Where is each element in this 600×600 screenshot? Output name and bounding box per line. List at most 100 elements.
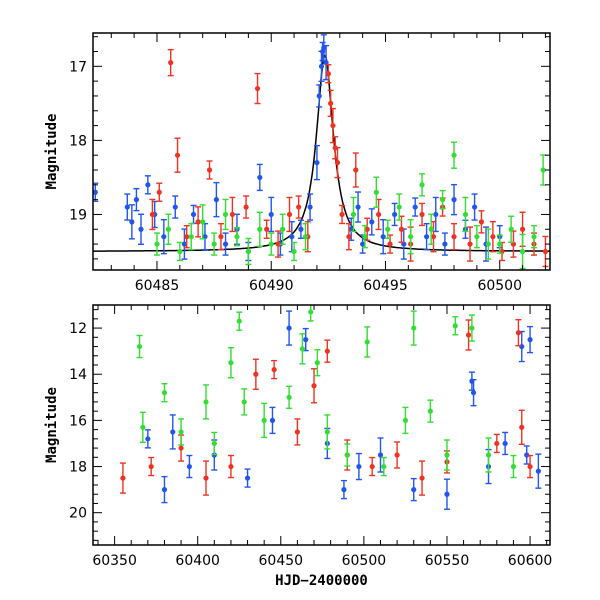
point-marker bbox=[318, 63, 325, 69]
x-tick-label: 60500 bbox=[342, 553, 387, 569]
point-marker bbox=[294, 429, 301, 435]
point-marker bbox=[213, 197, 219, 203]
data-point bbox=[496, 234, 503, 254]
data-point bbox=[199, 204, 206, 240]
point-marker bbox=[244, 475, 251, 481]
point-marker bbox=[467, 241, 473, 247]
point-marker bbox=[200, 219, 206, 225]
data-point bbox=[307, 193, 314, 221]
point-marker bbox=[245, 248, 251, 255]
data-point bbox=[373, 176, 380, 208]
data-point bbox=[201, 222, 208, 251]
data-point bbox=[211, 431, 218, 456]
data-point bbox=[485, 228, 492, 260]
data-point bbox=[443, 478, 450, 510]
point-marker bbox=[451, 152, 457, 158]
data-point bbox=[428, 213, 435, 245]
plot-area bbox=[119, 305, 542, 510]
point-marker bbox=[174, 152, 181, 158]
point-marker bbox=[186, 463, 192, 470]
point-marker bbox=[427, 408, 433, 414]
data-point bbox=[361, 224, 368, 249]
data-point bbox=[144, 429, 151, 449]
data-point bbox=[286, 196, 293, 233]
data-point bbox=[364, 326, 371, 358]
point-marker bbox=[402, 417, 409, 423]
point-marker bbox=[202, 234, 208, 240]
point-marker bbox=[203, 475, 209, 481]
point-marker bbox=[271, 367, 277, 373]
data-point bbox=[178, 418, 185, 446]
point-marker bbox=[515, 330, 522, 336]
point-marker bbox=[120, 475, 126, 481]
point-marker bbox=[348, 226, 354, 232]
data-point bbox=[419, 202, 426, 227]
point-marker bbox=[430, 234, 437, 240]
y-tick-label: 16 bbox=[69, 413, 87, 429]
point-marker bbox=[170, 429, 176, 435]
point-marker bbox=[433, 211, 439, 218]
point-marker bbox=[190, 211, 197, 218]
data-point bbox=[217, 222, 224, 251]
point-marker bbox=[222, 211, 229, 218]
data-point bbox=[324, 339, 331, 363]
point-marker bbox=[228, 463, 234, 470]
point-marker bbox=[254, 85, 261, 92]
point-marker bbox=[314, 360, 320, 366]
data-point bbox=[489, 220, 496, 253]
x-axis-label: HJD−2400000 bbox=[275, 573, 368, 589]
point-marker bbox=[494, 440, 500, 447]
data-point bbox=[485, 437, 492, 473]
data-point bbox=[119, 462, 126, 494]
data-point bbox=[344, 443, 351, 467]
point-marker bbox=[261, 417, 267, 423]
y-axis-label: Magnitude bbox=[44, 387, 60, 463]
data-point bbox=[380, 456, 387, 477]
point-marker bbox=[257, 174, 263, 181]
data-point bbox=[527, 325, 534, 354]
data-point bbox=[279, 213, 286, 245]
point-marker bbox=[136, 343, 143, 350]
point-marker bbox=[211, 440, 217, 447]
point-marker bbox=[369, 463, 375, 470]
data-point bbox=[167, 48, 174, 77]
point-marker bbox=[268, 211, 274, 218]
data-point bbox=[311, 368, 318, 404]
data-point bbox=[243, 195, 250, 219]
data-point bbox=[144, 175, 151, 195]
data-point bbox=[493, 433, 500, 454]
point-marker bbox=[264, 226, 270, 232]
data-point bbox=[183, 224, 190, 249]
data-point bbox=[324, 414, 331, 450]
data-point bbox=[402, 406, 409, 435]
data-point bbox=[256, 163, 263, 192]
point-marker bbox=[161, 234, 167, 240]
data-point bbox=[286, 385, 293, 410]
data-point bbox=[462, 196, 469, 233]
data-point bbox=[195, 206, 202, 238]
data-point bbox=[302, 222, 309, 251]
data-point bbox=[174, 137, 181, 173]
data-point bbox=[542, 235, 549, 268]
point-marker bbox=[527, 463, 533, 470]
data-point bbox=[391, 202, 398, 227]
point-marker bbox=[412, 204, 418, 210]
point-marker bbox=[298, 226, 304, 232]
point-marker bbox=[485, 452, 492, 458]
data-point bbox=[149, 198, 156, 231]
data-point bbox=[314, 348, 321, 377]
point-marker bbox=[156, 189, 162, 195]
point-marker bbox=[257, 226, 263, 232]
data-point bbox=[241, 388, 248, 416]
point-marker bbox=[222, 241, 229, 247]
plot-area bbox=[93, 34, 550, 270]
point-marker bbox=[392, 211, 398, 218]
data-point bbox=[368, 208, 375, 236]
data-point bbox=[153, 232, 160, 256]
data-point bbox=[188, 222, 195, 251]
data-point bbox=[299, 333, 306, 365]
data-point bbox=[203, 460, 210, 496]
y-tick-label: 19 bbox=[69, 207, 87, 223]
data-point bbox=[410, 310, 417, 346]
point-marker bbox=[419, 211, 425, 218]
